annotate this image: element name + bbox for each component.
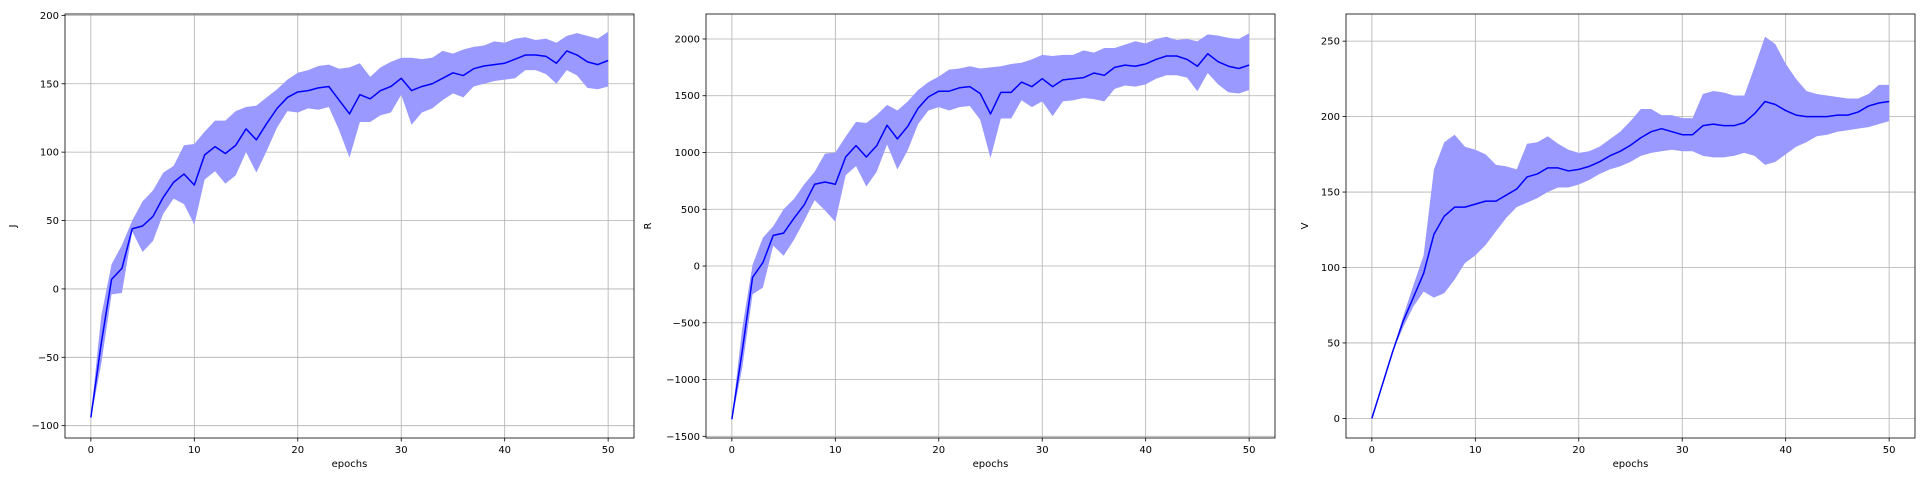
subplot-r-std-band — [731, 33, 1250, 421]
subplot-j-std-band — [90, 31, 609, 419]
subplot-j-ytick-label: 150 — [40, 79, 59, 90]
subplot-r-ytick-label: 2000 — [675, 34, 700, 45]
subplot-j-xtick-label: 50 — [602, 445, 615, 456]
subplot-v-ytick-label: 50 — [1327, 338, 1340, 349]
subplot-j-mean-line — [90, 50, 609, 418]
subplot-j-xlabel: epochs — [332, 459, 368, 470]
subplot-j-ylabel: J — [8, 225, 19, 229]
subplot-v-ytick-label: 200 — [1321, 112, 1340, 123]
subplot-r-xtick-label: 50 — [1243, 445, 1256, 456]
subplot-r-ytick-label: 1500 — [675, 91, 700, 102]
subplot-v-mean-line — [1371, 100, 1890, 419]
subplot-r-xlabel: epochs — [973, 459, 1009, 470]
subplot-v-ytick-label: 250 — [1321, 37, 1340, 48]
subplot-r-xtick-label: 10 — [829, 445, 842, 456]
subplot-r-axes-frame — [705, 13, 1276, 439]
subplot-j-ytick-label: 200 — [40, 11, 59, 22]
subplot-v-xtick-label: 10 — [1469, 445, 1482, 456]
subplot-v: epochs V 0 10 20 30 40 50 0 50 100 150 200 250 — [1300, 13, 1916, 470]
subplot-j-axes-frame — [64, 13, 635, 439]
subplot-r-xtick-label: 20 — [932, 445, 945, 456]
subplot-j: epochs J 0 10 20 30 40 50 −100 −50 0 50 100 150 200 — [8, 11, 635, 470]
subplot-v-xtick-label: 50 — [1883, 445, 1896, 456]
subplot-r-ytick-label: 500 — [681, 205, 700, 216]
subplot-v-xtick-label: 30 — [1676, 445, 1689, 456]
subplot-r-ytick-label: −500 — [673, 318, 700, 329]
subplot-j-xtick-label: 30 — [395, 445, 408, 456]
subplot-j-ytick-label: −100 — [32, 421, 59, 432]
subplot-j-ytick-label: 0 — [53, 284, 59, 295]
subplot-r-ytick-label: −1500 — [666, 432, 700, 443]
subplot-j-xtick-label: 20 — [291, 445, 304, 456]
subplot-v-ytick-label: 0 — [1334, 414, 1340, 425]
subplot-v-ytick-label: 100 — [1321, 263, 1340, 274]
subplot-j-xtick-label: 10 — [188, 445, 201, 456]
subplot-j-ytick-label: −50 — [38, 353, 59, 364]
subplot-j-ytick-label: 50 — [46, 216, 59, 227]
subplot-r-ytick-label: 1000 — [675, 148, 700, 159]
subplot-v-xtick-label: 20 — [1572, 445, 1585, 456]
subplot-v-axes-frame — [1345, 13, 1916, 439]
subplot-r-xtick-label: 40 — [1139, 445, 1152, 456]
subplot-v-xtick-label: 0 — [1369, 445, 1375, 456]
subplot-v-ytick-label: 150 — [1321, 188, 1340, 199]
subplot-r-xtick-label: 30 — [1036, 445, 1049, 456]
subplot-r-xtick-label: 0 — [729, 445, 735, 456]
subplot-v-xtick-label: 40 — [1779, 445, 1792, 456]
subplot-r-mean-line — [731, 52, 1250, 420]
subplot-j-xtick-label: 40 — [498, 445, 511, 456]
subplot-j-ytick-label: 100 — [40, 148, 59, 159]
subplot-r: epochs R 0 10 20 30 40 50 −1500 −1000 −500 0 500 10… — [643, 13, 1276, 470]
subplot-v-std-band — [1371, 36, 1890, 419]
subplot-j-xtick-label: 0 — [88, 445, 94, 456]
subplot-r-ylabel: R — [643, 222, 654, 229]
subplot-v-xlabel: epochs — [1613, 459, 1649, 470]
subplot-r-ytick-label: 0 — [694, 262, 700, 273]
subplot-r-ytick-label: −1000 — [666, 375, 700, 386]
subplot-v-ylabel: V — [1300, 222, 1311, 229]
